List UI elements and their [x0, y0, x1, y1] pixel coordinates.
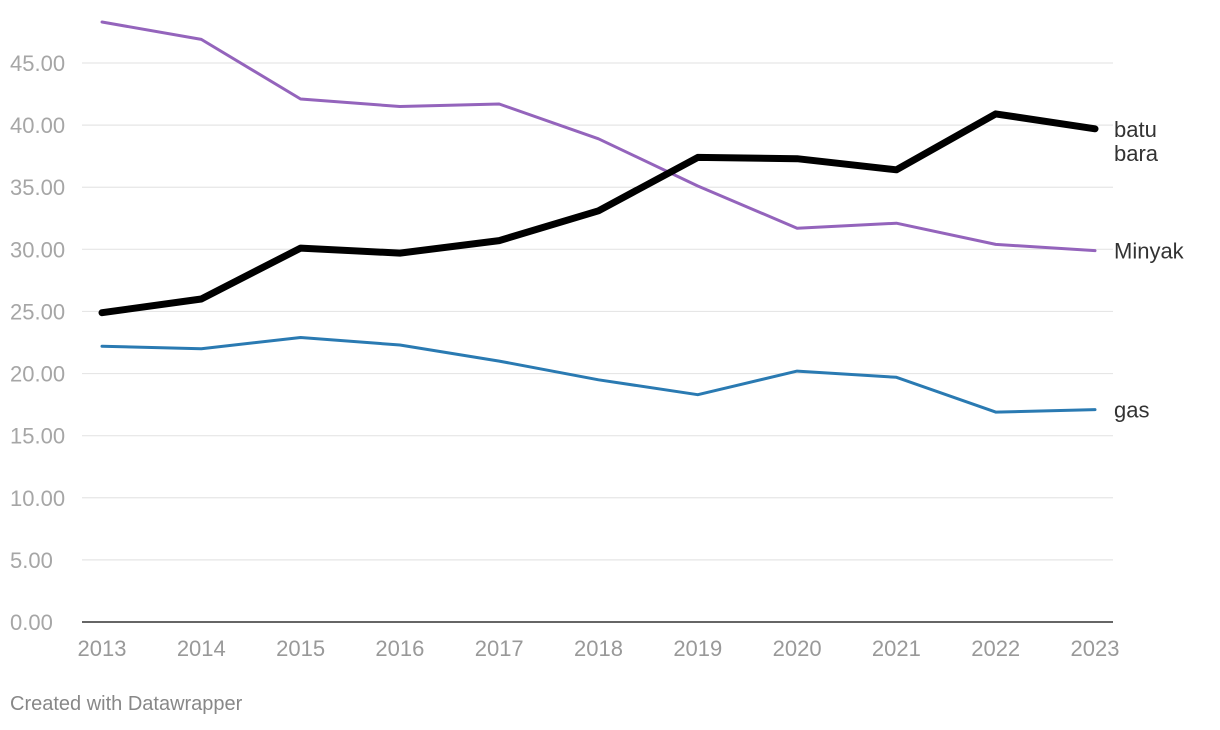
y-axis-tick-labels: 0.00 5.00 10.00 15.00 20.00 25.00 30.00 35.00 40…	[10, 51, 65, 635]
x-tick-label: 2021	[872, 636, 921, 661]
y-tick-label: 10.00	[10, 486, 65, 511]
series-line-batu-bara	[98, 110, 1099, 317]
x-tick-label: 2015	[276, 636, 325, 661]
x-tick-label: 2020	[773, 636, 822, 661]
x-axis-tick-labels: 2013 2014 2015 2016 2017 2018 2019 2020 2021 2022…	[78, 636, 1120, 661]
y-tick-label: 30.00	[10, 237, 65, 262]
x-tick-label: 2016	[375, 636, 424, 661]
y-tick-label: 35.00	[10, 175, 65, 200]
series-line-minyak	[100, 20, 1097, 253]
series-line-gas	[100, 336, 1097, 414]
y-tick-label: 25.00	[10, 299, 65, 324]
x-tick-label: 2017	[475, 636, 524, 661]
series-label-batu-bara: batu	[1114, 117, 1157, 142]
y-tick-label: 0.00	[10, 610, 53, 635]
x-tick-label: 2022	[971, 636, 1020, 661]
x-tick-label: 2013	[78, 636, 127, 661]
x-tick-label: 2019	[673, 636, 722, 661]
y-tick-label: 40.00	[10, 113, 65, 138]
y-tick-label: 45.00	[10, 51, 65, 76]
x-tick-label: 2023	[1071, 636, 1120, 661]
series-label-minyak: Minyak	[1114, 239, 1185, 264]
series-label-batu-bara: bara	[1114, 141, 1159, 166]
y-tick-label: 20.00	[10, 362, 65, 387]
gridlines	[82, 62, 1113, 623]
series-label-gas: gas	[1114, 398, 1149, 423]
y-tick-label: 5.00	[10, 548, 53, 573]
x-tick-label: 2018	[574, 636, 623, 661]
y-tick-label: 15.00	[10, 424, 65, 449]
series-lines	[98, 20, 1099, 414]
chart-credit: Created with Datawrapper	[10, 693, 243, 715]
x-tick-label: 2014	[177, 636, 226, 661]
